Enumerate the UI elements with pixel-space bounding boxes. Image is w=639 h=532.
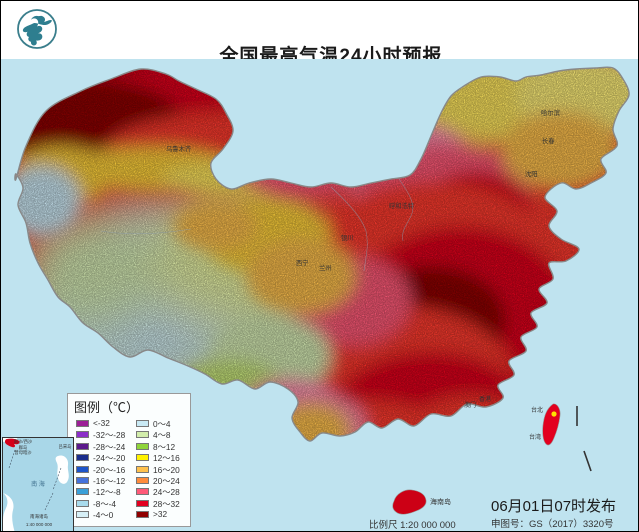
svg-text:西宁: 西宁	[296, 258, 309, 267]
svg-text:兰州: 兰州	[319, 263, 332, 272]
svg-text:乌鲁木齐: 乌鲁木齐	[166, 144, 192, 153]
svg-text:南沙/西沙: 南沙/西沙	[14, 438, 33, 445]
svg-text:沈阳: 沈阳	[525, 169, 538, 178]
svg-text:南 海: 南 海	[31, 480, 45, 488]
svg-text:吕宋岛: 吕宋岛	[59, 443, 72, 450]
svg-text:哈尔滨: 哈尔滨	[541, 108, 561, 117]
svg-text:海南岛: 海南岛	[430, 497, 451, 506]
svg-text:长春: 长春	[542, 136, 555, 145]
svg-text:澳门: 澳门	[464, 401, 476, 409]
svg-text:香港: 香港	[479, 395, 491, 403]
svg-text:1:40 000 000: 1:40 000 000	[26, 522, 53, 527]
svg-text:曾母暗沙: 曾母暗沙	[14, 449, 32, 456]
svg-text:台湾: 台湾	[529, 433, 541, 441]
svg-text:呼和浩特: 呼和浩特	[389, 201, 415, 210]
svg-text:台北: 台北	[531, 406, 543, 414]
svg-text:南海诸岛: 南海诸岛	[30, 513, 48, 520]
svg-text:银川: 银川	[341, 233, 354, 242]
